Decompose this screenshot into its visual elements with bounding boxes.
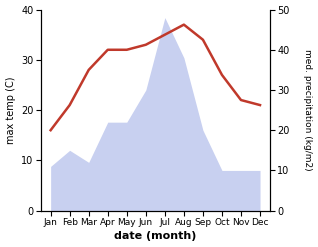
- Y-axis label: max temp (C): max temp (C): [5, 76, 16, 144]
- X-axis label: date (month): date (month): [114, 231, 197, 242]
- Y-axis label: med. precipitation (kg/m2): med. precipitation (kg/m2): [303, 49, 313, 171]
